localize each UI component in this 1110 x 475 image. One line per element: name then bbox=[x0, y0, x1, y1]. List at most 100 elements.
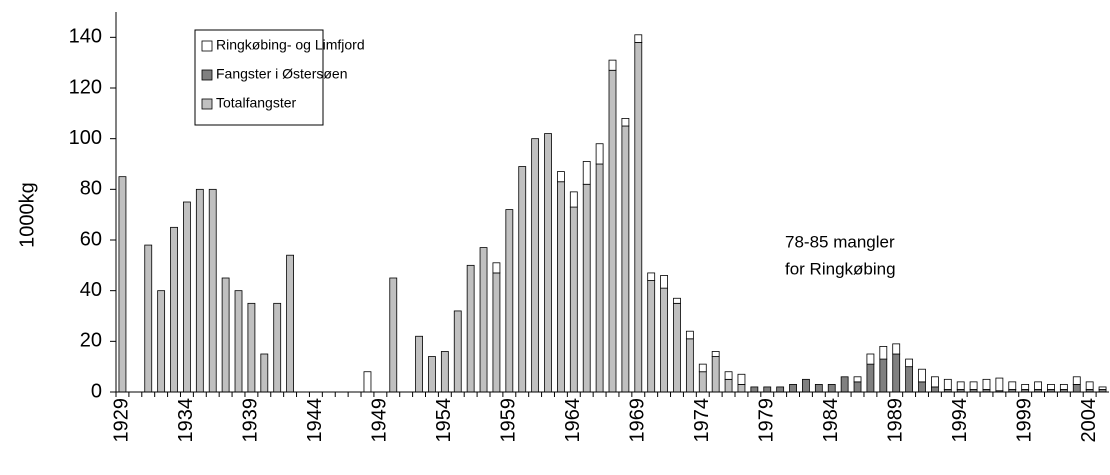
bar-segment bbox=[647, 280, 656, 393]
bar-segment bbox=[1021, 383, 1030, 390]
bar-segment bbox=[814, 383, 823, 393]
bar-segment bbox=[853, 376, 862, 383]
bar-segment bbox=[505, 209, 514, 393]
x-tick-label: 1999 bbox=[1013, 398, 1035, 443]
bar-segment bbox=[685, 330, 694, 340]
bar-segment bbox=[621, 118, 630, 127]
x-tick-label: 1934 bbox=[175, 398, 197, 443]
bar-segment bbox=[956, 381, 965, 390]
bar-segment bbox=[789, 383, 797, 393]
bar-segment bbox=[440, 351, 449, 393]
bar-segment bbox=[660, 275, 668, 289]
annotation: 78-85 mangler bbox=[785, 232, 895, 251]
x-tick-label: 1944 bbox=[304, 398, 326, 443]
bar-segment bbox=[183, 201, 191, 393]
bar-segment bbox=[531, 138, 540, 393]
bar-segment bbox=[802, 378, 810, 393]
bar-segment bbox=[737, 383, 746, 393]
bar-segment bbox=[634, 42, 643, 393]
bar-segment bbox=[1008, 381, 1017, 390]
x-tick-label: 1989 bbox=[884, 398, 906, 443]
y-tick-label: 80 bbox=[80, 178, 102, 200]
bar-segment bbox=[582, 183, 591, 393]
y-tick-label: 120 bbox=[69, 76, 102, 98]
bar-segment bbox=[234, 290, 243, 393]
bar-segment bbox=[621, 125, 630, 393]
bar-segment bbox=[969, 381, 978, 390]
x-tick-label: 1969 bbox=[627, 398, 649, 443]
bar-segment bbox=[737, 373, 746, 385]
bar-segment bbox=[273, 302, 282, 393]
bar-segment bbox=[634, 34, 643, 43]
y-tick-label: 0 bbox=[91, 380, 102, 402]
bar-segment bbox=[221, 277, 230, 393]
legend-label: Totalfangster bbox=[216, 95, 296, 111]
bar-segment bbox=[918, 368, 926, 383]
x-tick-label: 1949 bbox=[369, 398, 391, 443]
bar-segment bbox=[879, 358, 888, 393]
bar-segment bbox=[711, 351, 720, 357]
legend-box bbox=[194, 29, 324, 126]
y-tick-label: 60 bbox=[80, 228, 102, 250]
bar-segment bbox=[608, 69, 617, 393]
bar-segment bbox=[208, 188, 217, 393]
bar-segment bbox=[853, 381, 862, 393]
legend-label: Ringkøbing- og Limfjord bbox=[216, 37, 365, 53]
bar-segment bbox=[195, 188, 204, 393]
bar-segment bbox=[943, 378, 952, 390]
bar-segment bbox=[750, 386, 759, 393]
bar-segment bbox=[892, 343, 901, 355]
legend-swatch bbox=[201, 69, 213, 81]
bar-segment bbox=[479, 247, 488, 393]
bar-segment bbox=[673, 297, 681, 304]
bar-segment bbox=[118, 176, 127, 393]
bar-segment bbox=[247, 302, 256, 393]
bar-segment bbox=[892, 353, 901, 393]
bar-segment bbox=[724, 371, 733, 380]
bar-segment bbox=[905, 366, 914, 393]
y-tick-label: 40 bbox=[80, 279, 102, 301]
bar-segment bbox=[415, 335, 423, 393]
bar-segment bbox=[698, 363, 707, 373]
x-tick-label: 1994 bbox=[949, 398, 971, 443]
bar-segment bbox=[673, 302, 681, 393]
x-tick-label: 1979 bbox=[756, 398, 778, 443]
bar-segment bbox=[724, 378, 733, 393]
bar-segment bbox=[492, 262, 501, 274]
bar-segment bbox=[569, 206, 578, 393]
bar-segment bbox=[157, 290, 166, 393]
bar-segment bbox=[363, 371, 372, 393]
bar-segment bbox=[582, 161, 591, 185]
bar-segment bbox=[1047, 383, 1055, 390]
bar-segment bbox=[557, 171, 565, 183]
bar-segment bbox=[879, 345, 888, 360]
x-tick-label: 1974 bbox=[691, 398, 713, 443]
legend-label: Fangster i Østersøen bbox=[216, 66, 348, 82]
bar-segment bbox=[660, 287, 668, 393]
bar-segment bbox=[170, 226, 178, 393]
bar-segment bbox=[492, 272, 501, 393]
bar-segment bbox=[557, 181, 565, 393]
bar-segment bbox=[866, 353, 875, 365]
y-tick-label: 20 bbox=[80, 330, 102, 352]
x-tick-label: 1964 bbox=[562, 398, 584, 443]
x-tick-label: 1954 bbox=[433, 398, 455, 443]
x-tick-label: 1959 bbox=[498, 398, 520, 443]
bar-segment bbox=[1059, 383, 1068, 390]
bar-segment bbox=[1072, 376, 1081, 385]
bar-segment bbox=[685, 338, 694, 393]
bar-segment bbox=[595, 163, 604, 393]
x-tick-label: 1939 bbox=[240, 398, 262, 443]
y-axis-label: 1000kg bbox=[16, 182, 38, 248]
bar-segment bbox=[931, 376, 939, 388]
annotation: for Ringkøbing bbox=[785, 259, 896, 278]
bar-segment bbox=[776, 386, 785, 393]
legend-swatch bbox=[201, 40, 213, 52]
bar-segment bbox=[647, 272, 656, 281]
bar-segment bbox=[389, 277, 398, 393]
bar-segment bbox=[995, 377, 1004, 392]
x-tick-label: 1929 bbox=[111, 398, 133, 443]
bar-segment bbox=[569, 191, 578, 208]
bar-segment bbox=[931, 386, 939, 393]
bar-segment bbox=[1072, 383, 1081, 393]
